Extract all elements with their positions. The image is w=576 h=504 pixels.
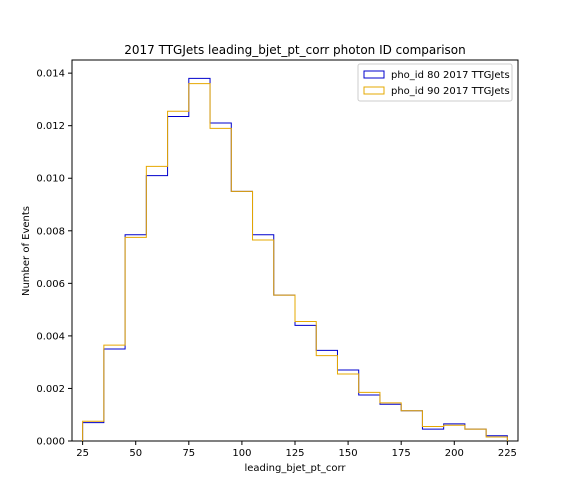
x-tick-label: 150 — [339, 448, 358, 459]
x-tick-label: 125 — [285, 448, 304, 459]
legend-label-1: pho_id 90 2017 TTGJets — [391, 86, 510, 97]
y-tick-label: 0.002 — [36, 384, 65, 395]
y-tick-label: 0.000 — [36, 437, 65, 448]
x-axis: 25 50 75 100 125 150 175 200 225 — [76, 441, 517, 459]
y-axis: 0.000 0.002 0.004 0.006 0.008 0.010 0.012 0.014 — [36, 69, 72, 448]
x-tick-label: 225 — [498, 448, 517, 459]
x-tick-label: 100 — [232, 448, 251, 459]
legend-swatch-0 — [363, 70, 385, 79]
series-line-1 — [82, 83, 508, 441]
series-layer — [82, 77, 508, 441]
x-tick-label: 200 — [445, 448, 464, 459]
chart-title: 2017 TTGJets leading_bjet_pt_corr photon… — [124, 43, 466, 57]
y-tick-label: 0.006 — [36, 279, 65, 290]
y-tick-label: 0.008 — [36, 226, 65, 237]
y-tick-label: 0.004 — [36, 331, 65, 342]
x-tick-label: 25 — [76, 448, 89, 459]
x-axis-label: leading_bjet_pt_corr — [244, 463, 346, 474]
series-line-0 — [82, 77, 508, 441]
plot-area — [71, 59, 519, 442]
legend-swatch-1 — [363, 86, 385, 95]
y-tick-label: 0.014 — [36, 69, 65, 80]
y-tick-label: 0.010 — [36, 174, 65, 185]
legend: pho_id 80 2017 TTGJets pho_id 90 2017 TTG… — [357, 63, 513, 102]
y-tick-label: 0.012 — [36, 121, 65, 132]
legend-label-0: pho_id 80 2017 TTGJets — [391, 70, 510, 81]
y-axis-label: Number of Events — [21, 206, 32, 296]
legend-box — [357, 63, 513, 102]
x-tick-label: 50 — [129, 448, 142, 459]
x-tick-label: 75 — [182, 448, 195, 459]
x-tick-label: 175 — [392, 448, 411, 459]
